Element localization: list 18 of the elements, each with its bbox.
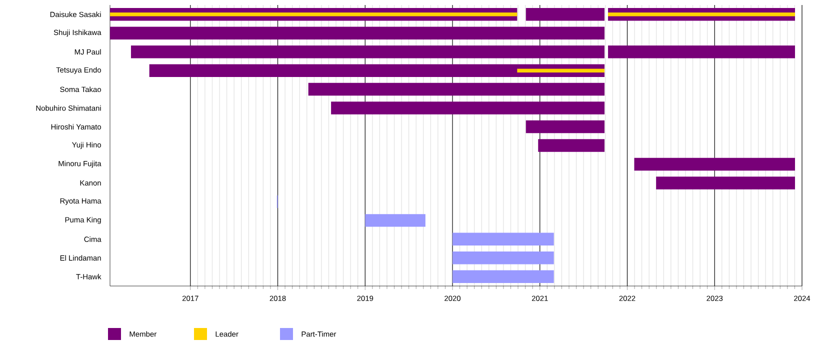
bar — [608, 45, 796, 58]
bar — [526, 120, 605, 134]
bar — [656, 176, 796, 190]
bar — [452, 252, 554, 264]
bar — [452, 270, 554, 284]
bar — [452, 232, 554, 246]
bar — [130, 45, 605, 58]
bar — [608, 12, 796, 16]
bar — [365, 214, 426, 227]
bar — [538, 139, 605, 152]
bar — [634, 158, 796, 171]
bar — [331, 102, 605, 114]
bar — [517, 68, 605, 72]
bar — [526, 8, 605, 21]
bar — [110, 12, 518, 16]
bar — [110, 26, 605, 40]
bar — [149, 64, 605, 77]
bar — [308, 82, 605, 96]
